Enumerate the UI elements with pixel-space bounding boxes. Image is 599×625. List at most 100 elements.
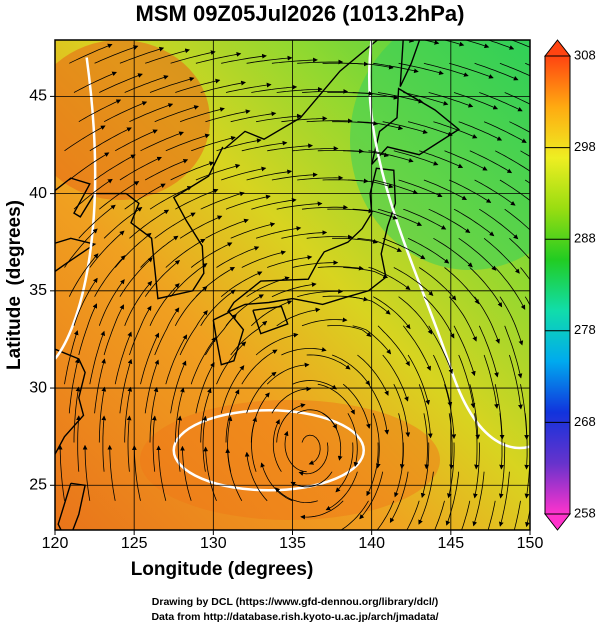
streamline [65,16,108,34]
streamline [191,25,236,34]
streamline [64,228,98,268]
streamline [469,267,503,308]
colorbar-tick-label: 258 [574,505,596,520]
streamline [89,230,125,268]
streamline [195,362,215,414]
x-tick-label: 130 [200,535,227,552]
y-tick-label: 35 [29,282,47,299]
streamline [64,330,79,385]
streamline [444,150,488,171]
streamline [119,257,153,297]
streamline [402,325,431,371]
streamline [241,140,288,152]
streamline [433,237,473,268]
warm-region [55,40,210,200]
coastline [212,311,245,366]
streamline [281,347,327,356]
streamline [297,288,343,298]
streamline [73,71,117,93]
streamline [251,84,298,93]
streamline [403,92,449,106]
streamline [78,204,116,239]
streamline [94,358,106,414]
streamline [98,386,107,443]
warm-region [140,400,440,520]
streamline [200,289,236,327]
streamline [357,121,404,131]
streamline [382,354,409,402]
streamline [377,325,410,367]
streamline [202,415,208,472]
colorbar-tick-label: 308 [574,47,596,62]
streamline [504,208,530,231]
streamline [458,237,497,271]
streamline [422,40,440,45]
streamline [423,296,455,339]
streamline [469,384,481,440]
streamline [140,332,159,385]
streamline [306,234,353,240]
colorbar-tick-label: 288 [574,231,596,246]
streamline [241,349,278,385]
streamline [94,154,136,181]
streamline [434,500,445,530]
streamline [306,118,353,124]
streamline [73,386,81,443]
streamline [271,386,312,414]
streamline [520,150,530,157]
streamline [398,62,444,75]
streamline [474,62,519,81]
streamline [221,166,267,181]
streamline [170,50,216,64]
streamline [179,215,223,239]
streamline [195,163,241,181]
streamline [453,208,495,237]
streamline [357,237,402,252]
streamline [322,412,343,461]
streamline [433,121,478,139]
streamline [149,283,180,326]
streamline [107,444,116,501]
streamline [230,320,268,356]
streamline [129,209,170,239]
streamline [368,267,411,290]
streamline [103,304,124,356]
streamline [474,296,500,344]
streamline [140,235,179,268]
streamline [154,307,180,356]
streamline [216,246,260,268]
streamline [119,358,133,414]
streamline [260,462,293,502]
streamline [276,403,306,443]
streamline [124,386,133,443]
x-tick-label: 140 [358,535,385,552]
streamline [327,325,372,337]
x-tick-label: 120 [42,535,69,552]
streamline [94,255,126,297]
streamline [124,183,166,210]
streamline [195,52,242,64]
streamline [376,500,395,530]
streamline [154,105,199,123]
streamline [255,332,299,356]
streamline [129,305,152,356]
streamline [292,380,337,390]
streamline [246,55,293,64]
colorbar: 258 268 278 288 298 308 [543,39,596,531]
streamline [114,331,132,385]
streamline [469,150,513,174]
streamline [170,360,187,414]
colorbar-scale [544,55,571,515]
streamline [529,325,530,327]
streamline [372,413,381,469]
streamline [276,201,323,210]
x-tick-label: 135 [279,535,306,552]
streamline [221,53,267,64]
streamline [281,230,328,239]
streamline [301,434,321,465]
streamline [398,296,433,335]
streamline [298,442,329,476]
streamline [82,444,91,501]
streamline [165,133,210,152]
streamline [205,218,249,239]
